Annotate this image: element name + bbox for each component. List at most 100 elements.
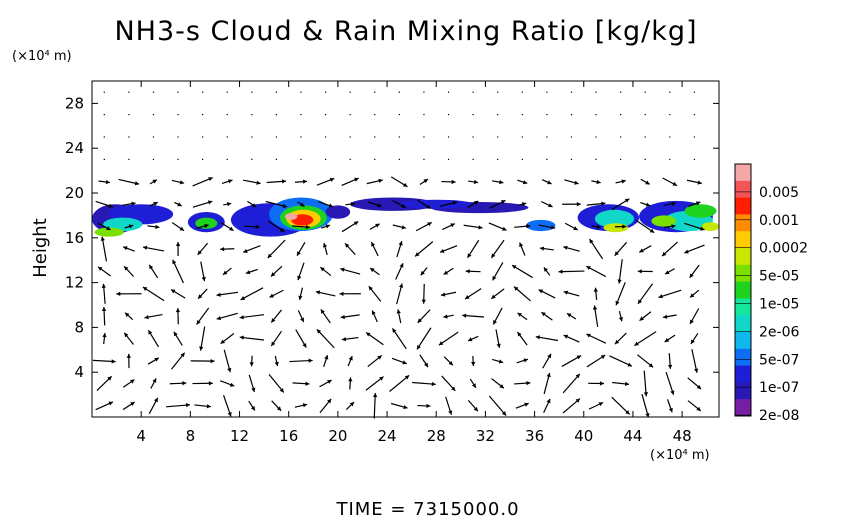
colorbar-swatch (735, 281, 751, 299)
wind-arrow-head (663, 314, 668, 319)
wind-arrow-head (144, 315, 149, 320)
wind-arrow-head (175, 242, 181, 246)
wind-arrow-head (298, 295, 303, 300)
wind-arrow-head (658, 294, 663, 299)
wind-arrow (239, 336, 265, 341)
wind-arrow-head (345, 243, 350, 248)
cloud-cell (701, 222, 719, 232)
wind-arrow-head (175, 308, 181, 313)
colorbar: 0.005 0.001 0.0002 5e-05 1e-05 2e-06 5e-07 1e-0… (734, 163, 808, 424)
wind-arrow-head (320, 267, 325, 272)
wind-arrow-head (173, 331, 178, 337)
wind-arrow-head (340, 267, 345, 272)
wind-arrow-head (672, 181, 678, 186)
wind-arrow-head (302, 403, 308, 408)
wind-arrow-head (615, 300, 620, 306)
wind-arrow (389, 374, 410, 392)
wind-arrow-head (152, 179, 157, 184)
colorbar-label: 1e-07 (759, 380, 799, 396)
wind-arrow-head (639, 316, 644, 321)
x-tick-label: 16 (279, 427, 298, 445)
wind-arrow-head (415, 252, 420, 257)
wind-arrow-head (519, 242, 524, 247)
time-label: TIME = 7315000.0 (335, 499, 519, 519)
wind-arrow (172, 259, 184, 284)
wind-arrow-head (667, 364, 673, 369)
wind-arrow-head (450, 223, 455, 228)
colorbar-label: 5e-07 (759, 352, 799, 368)
wind-arrow-head (593, 287, 598, 292)
wind-arrow-head (576, 202, 581, 207)
wind-arrow-head (496, 343, 501, 348)
wind-arrow-head (396, 309, 401, 314)
wind-arrow-head (148, 330, 153, 335)
wind-arrow-head (350, 201, 355, 207)
wind-arrow-head (123, 246, 128, 251)
wind-arrow-head (541, 312, 546, 317)
wind-arrow-head (514, 286, 519, 291)
wind-arrow-head (208, 381, 213, 386)
wind-arrow (611, 396, 630, 415)
wind-arrow-head (208, 177, 213, 182)
cloud-cell (594, 209, 635, 228)
wind-arrow-head (279, 227, 285, 232)
wind-arrow-head (645, 413, 650, 418)
wind-arrow-head (142, 245, 148, 250)
wind-arrow-head (689, 273, 694, 278)
wind-arrow-head (325, 224, 330, 229)
wind-arrow-head (621, 179, 626, 184)
wind-arrow-head (684, 249, 689, 254)
wind-arrow-head (107, 376, 112, 381)
wind-arrow-head (270, 272, 276, 277)
wind-arrow-head (379, 376, 384, 381)
cloud-cell (103, 217, 143, 232)
wind-arrow-head (125, 312, 130, 317)
wind-arrow-head (353, 221, 359, 226)
colorbar-label: 2e-06 (759, 324, 799, 340)
wind-arrow-head (329, 177, 335, 182)
wind-arrow-head (371, 310, 376, 315)
wind-arrow-head (299, 202, 305, 207)
wind-arrow-head (201, 276, 206, 282)
wind-arrow (643, 370, 647, 397)
wind-arrow (200, 326, 206, 351)
wind-arrow-head (371, 242, 376, 247)
wind-arrow-head (324, 355, 329, 360)
wind-arrow-head (377, 203, 382, 208)
wind-arrow-head (493, 320, 498, 325)
wind-arrow-head (227, 411, 232, 417)
cloud-cell (285, 213, 298, 220)
wind-arrow-head (243, 248, 248, 253)
colorbar-swatch (735, 231, 751, 249)
colorbar-label: 5e-05 (759, 269, 799, 285)
wind-arrow-head (100, 236, 105, 241)
y-tick-label: 12 (65, 274, 84, 292)
wind-arrow-head (206, 404, 211, 409)
wind-arrow-head (316, 329, 322, 334)
x-tick-label: 32 (476, 427, 495, 445)
wind-arrow (665, 371, 675, 395)
wind-arrow-head (599, 381, 604, 386)
x-tick-label: 8 (186, 427, 196, 445)
wind-arrow-head (267, 253, 272, 258)
wind-arrow-head (274, 361, 279, 367)
wind-arrow-head (426, 403, 431, 409)
wind-arrow-head (492, 275, 497, 281)
y-tick-label: 4 (74, 363, 84, 381)
wind-arrow-head (517, 332, 522, 337)
wind-arrow (589, 238, 604, 260)
wind-arrow-head (366, 332, 371, 337)
wind-arrow-head (697, 180, 702, 185)
wind-arrow-head (269, 293, 274, 298)
wind-arrow-head (271, 318, 276, 323)
cloud-cell (325, 205, 351, 219)
x-tick-label: 36 (525, 427, 544, 445)
wind-arrow (373, 393, 376, 419)
wind-arrow-head (558, 269, 563, 274)
wind-arrow-head (398, 241, 403, 246)
wind-arrow-head (614, 251, 619, 256)
wind-arrow-head (327, 380, 332, 384)
wind-arrow-head (547, 180, 552, 185)
wind-arrow-head (448, 360, 453, 366)
wind-arrow-head (627, 362, 632, 367)
